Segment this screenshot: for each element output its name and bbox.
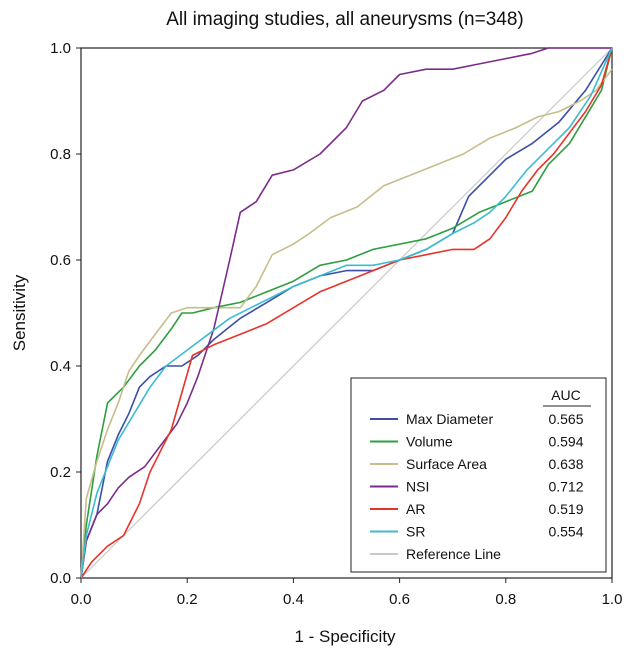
- x-tick-label: 0.0: [71, 591, 92, 608]
- chart-title: All imaging studies, all aneurysms (n=34…: [166, 9, 523, 30]
- x-tick-label: 0.6: [389, 591, 410, 608]
- y-tick-label: 0.6: [50, 252, 71, 269]
- legend-auc-volume: 0.594: [548, 434, 583, 450]
- series-line-volume: [80, 47, 613, 579]
- y-axis-label: Sensitivity: [10, 274, 29, 351]
- legend-label-sr: SR: [406, 524, 425, 540]
- series-line-sr: [80, 47, 613, 579]
- legend-auc-max-diameter: 0.565: [548, 411, 583, 427]
- legend-label-surface-area: Surface Area: [406, 456, 487, 472]
- legend-label-reference-line: Reference Line: [406, 546, 501, 562]
- legend-auc-surface-area: 0.638: [548, 456, 583, 472]
- y-tick-label: 0.0: [50, 570, 71, 587]
- y-tick-label: 0.4: [50, 358, 71, 375]
- legend-auc-ar: 0.519: [548, 501, 583, 517]
- legend: AUC Max Diameter 0.565 Volume 0.594 Surface A…: [350, 377, 607, 573]
- y-tick-label: 0.8: [50, 146, 71, 163]
- series-line-nsi: [80, 47, 612, 579]
- legend-auc-header: AUC: [551, 387, 581, 403]
- x-axis-label: 1 - Specificity: [294, 627, 396, 646]
- legend-auc-sr: 0.554: [548, 524, 583, 540]
- legend-label-ar: AR: [406, 501, 425, 517]
- series-line-surface-area: [80, 68, 613, 579]
- plot-frame: [80, 47, 613, 579]
- legend-label-max-diameter: Max Diameter: [406, 411, 493, 427]
- y-tick-label: 1.0: [50, 40, 71, 57]
- x-tick-label: 1.0: [602, 591, 623, 608]
- legend-label-volume: Volume: [406, 434, 453, 450]
- x-tick-label: 0.8: [495, 591, 516, 608]
- legend-auc-nsi: 0.712: [548, 479, 583, 495]
- y-tick-label: 0.2: [50, 464, 71, 481]
- legend-label-nsi: NSI: [406, 479, 429, 495]
- axis-ticks: 0.0 0.2 0.4 0.6 0.8 1.0 0.0 0.2 0.4 0.6 0.8 1.0: [50, 40, 622, 608]
- x-tick-label: 0.4: [283, 591, 304, 608]
- series-line-max-diameter: [80, 47, 613, 579]
- plot-area: [80, 47, 613, 579]
- series-line-ar: [80, 47, 613, 579]
- series-line-reference-line: [80, 47, 613, 579]
- legend-box: [350, 377, 607, 573]
- x-tick-label: 0.2: [177, 591, 198, 608]
